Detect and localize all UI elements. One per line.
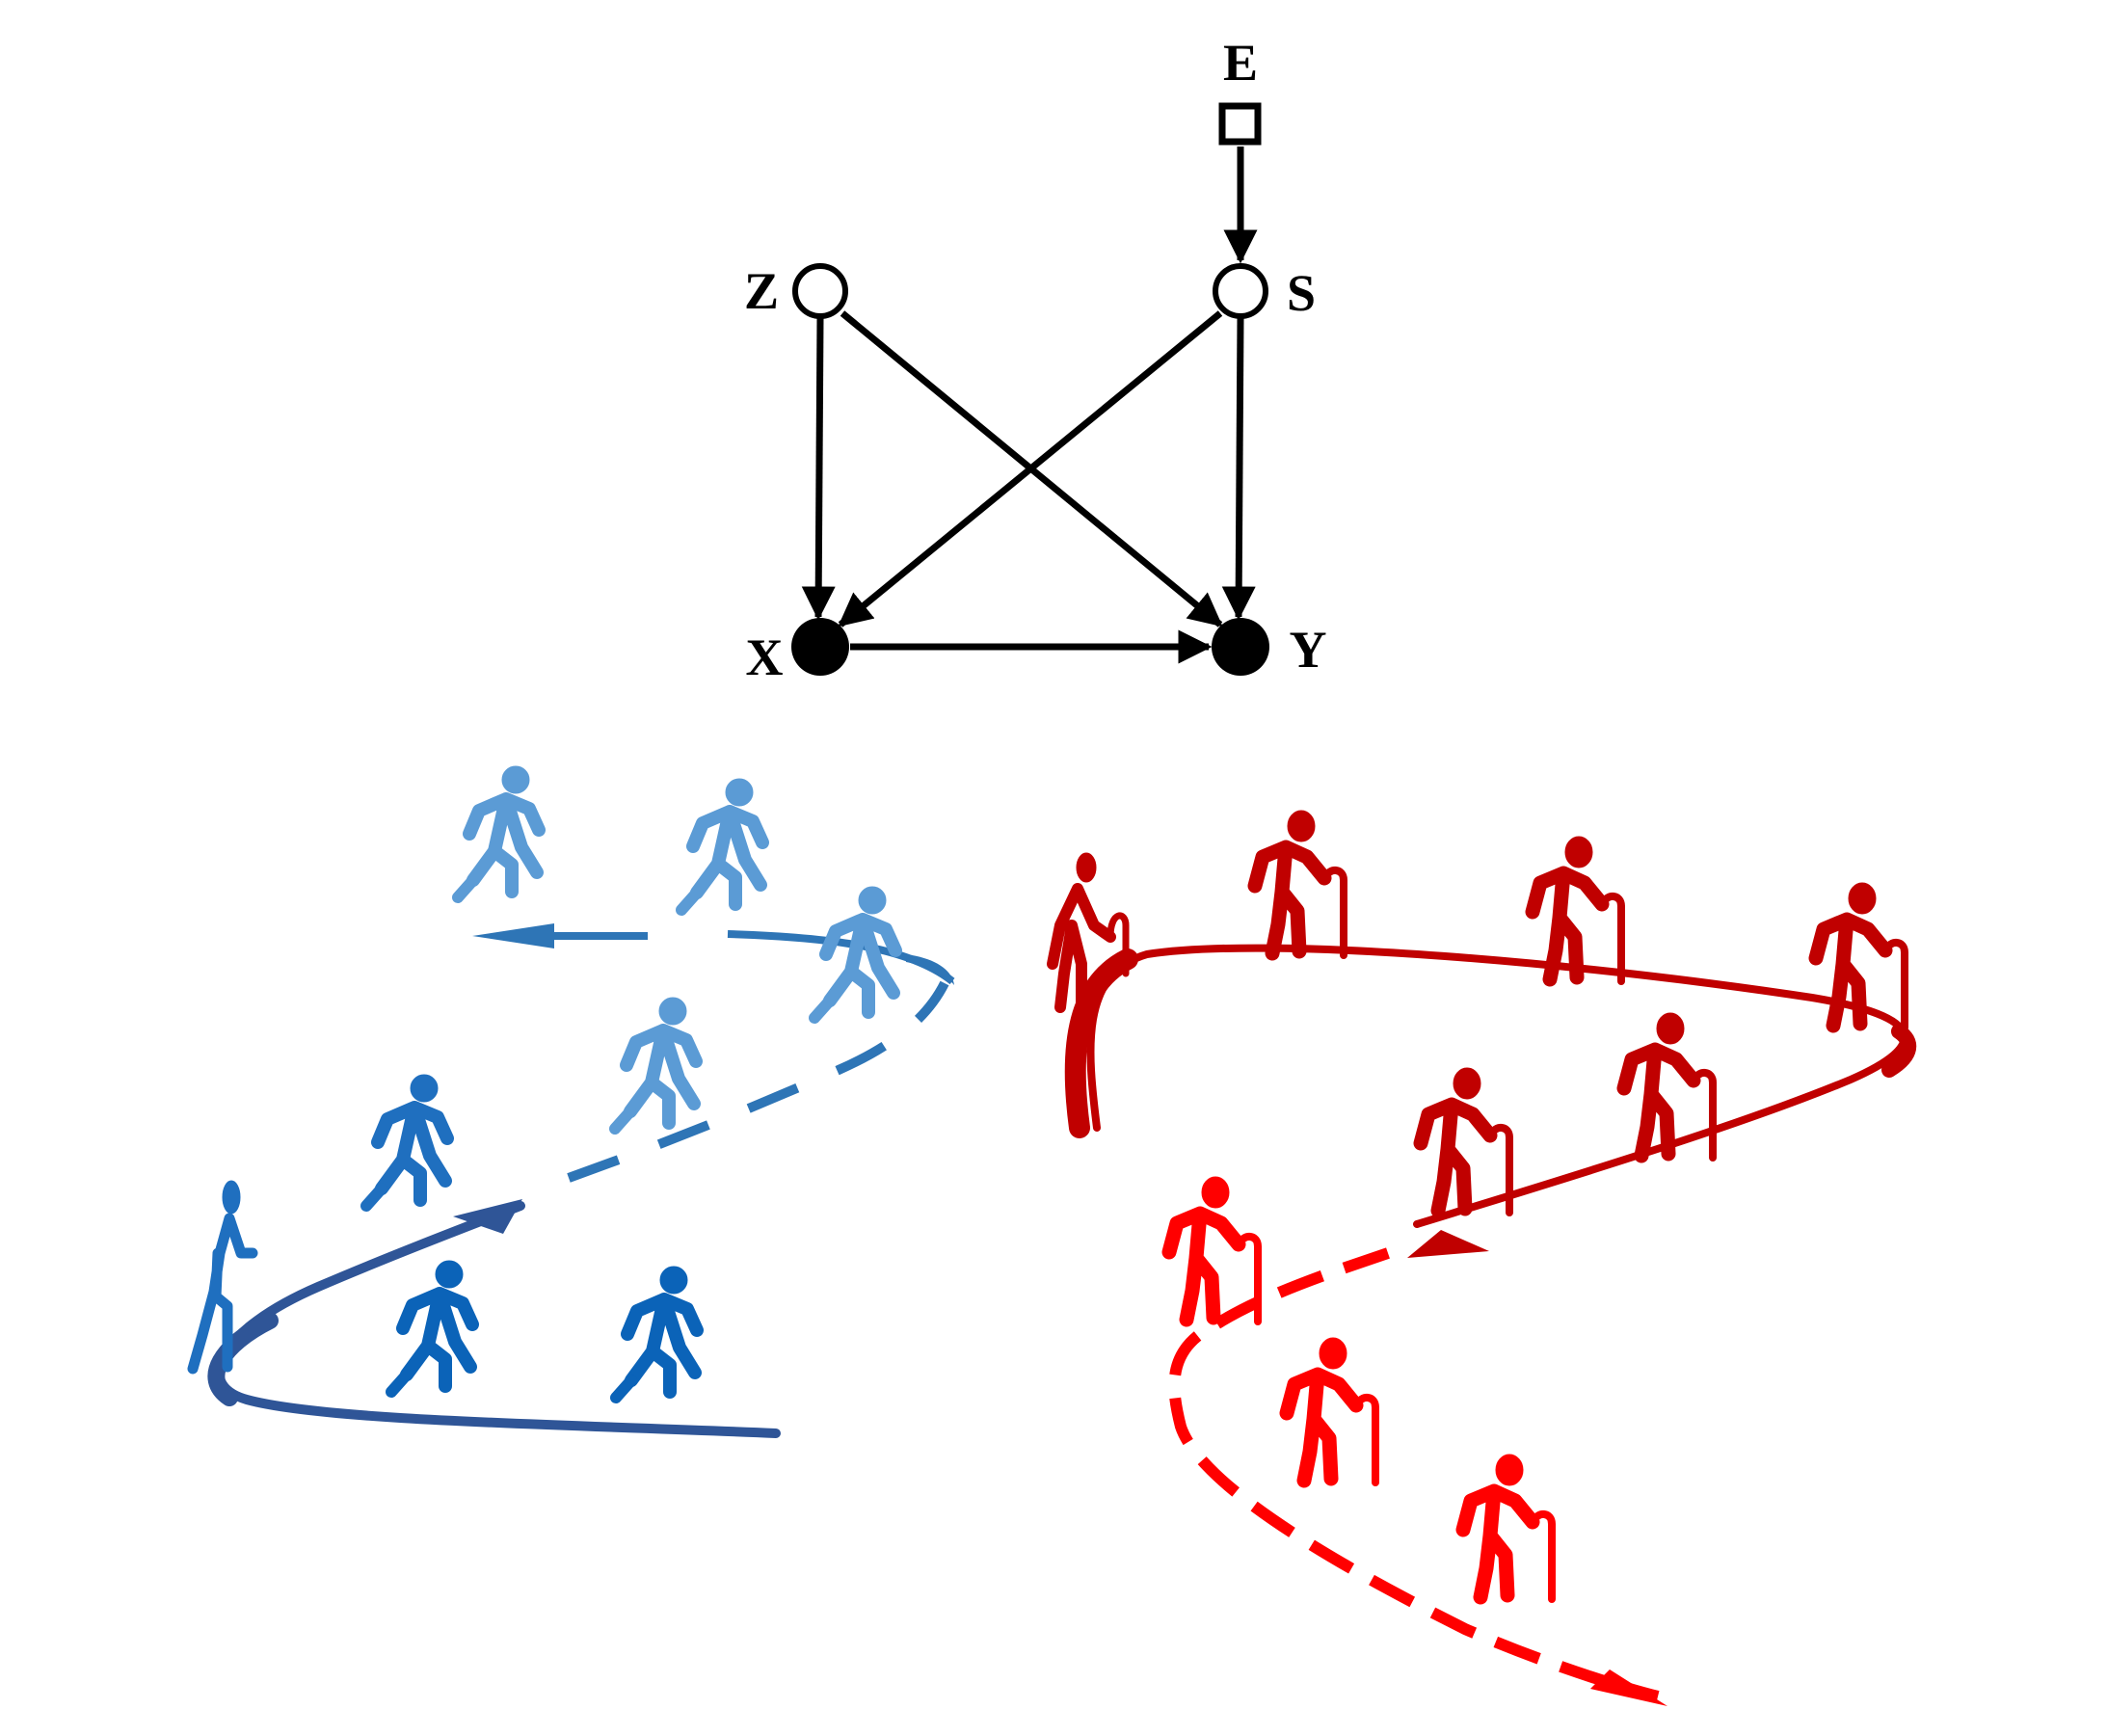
young-walkers-illustration bbox=[187, 766, 955, 1438]
walker-icon bbox=[615, 998, 696, 1129]
elderly-walker-icon bbox=[1421, 1068, 1509, 1213]
node-e-label: E bbox=[1223, 34, 1258, 92]
elderly-walker-icon bbox=[1047, 852, 1130, 1013]
elderly-walker-icon bbox=[1255, 811, 1344, 955]
edge-s-x bbox=[838, 310, 1223, 628]
elderly-walker-icon bbox=[1169, 1177, 1258, 1322]
walker-icon bbox=[391, 1261, 472, 1392]
elderly-walker-icon bbox=[1463, 1455, 1552, 1599]
node-z-label: Z bbox=[744, 262, 779, 320]
elderly-walker-icon bbox=[1816, 883, 1905, 1028]
node-z bbox=[792, 263, 848, 319]
blue-dashed-path bbox=[567, 980, 949, 1183]
node-x-label: X bbox=[746, 628, 784, 686]
walker-icon bbox=[187, 1180, 258, 1375]
blue-path-arrowhead bbox=[453, 1199, 522, 1234]
node-x bbox=[791, 618, 849, 676]
elderly-walker-icon bbox=[1287, 1338, 1375, 1482]
elderly-walker-icon bbox=[1533, 837, 1621, 981]
edge-z-x bbox=[801, 317, 836, 621]
walker-icon bbox=[458, 766, 539, 897]
node-s-label: S bbox=[1287, 264, 1316, 322]
node-y-label: Y bbox=[1290, 621, 1327, 679]
blue-top-arrowhead bbox=[472, 923, 554, 948]
red-dashed-path bbox=[1168, 1247, 1660, 1702]
red-dashed-arrowhead bbox=[1590, 1669, 1667, 1706]
walker-icon bbox=[681, 779, 762, 910]
walker-icon bbox=[616, 1267, 697, 1398]
red-path-arrowhead bbox=[1407, 1230, 1489, 1258]
node-e bbox=[1218, 102, 1262, 146]
walker-icon bbox=[366, 1075, 447, 1206]
causal-diagram: E Z S X Y bbox=[744, 34, 1327, 686]
elderly-walkers-illustration bbox=[1047, 811, 1917, 1706]
edge-s-y bbox=[1221, 317, 1256, 621]
node-y bbox=[1212, 618, 1269, 676]
node-s bbox=[1213, 263, 1268, 319]
